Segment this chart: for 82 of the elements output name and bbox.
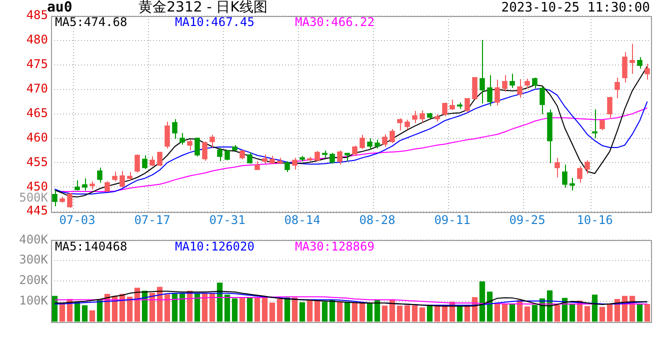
y-tick-label: 480 xyxy=(26,32,48,47)
x-tick-label: 09-25 xyxy=(509,212,546,227)
x-tick-label: 07-03 xyxy=(59,212,96,227)
bar xyxy=(502,304,508,322)
bar xyxy=(644,304,650,322)
text: 2023-10-25 11:30:00 xyxy=(501,0,650,16)
bar xyxy=(194,293,200,322)
bar xyxy=(494,304,500,322)
bar xyxy=(396,306,403,322)
bar xyxy=(419,307,426,322)
bar xyxy=(314,300,320,322)
bar xyxy=(232,298,238,322)
x-tick-label: 07-17 xyxy=(134,212,170,227)
y-tick-label: 300K xyxy=(19,252,49,267)
bar xyxy=(456,306,463,322)
bar xyxy=(209,293,216,322)
y-tick-label: 455 xyxy=(26,154,48,169)
bar xyxy=(352,303,358,322)
bar xyxy=(426,304,433,322)
y-tick-label: 465 xyxy=(26,106,48,120)
bar xyxy=(299,302,306,322)
bar xyxy=(509,304,516,322)
y-tick-label: 100K xyxy=(19,294,49,308)
bar xyxy=(52,296,58,322)
y-tick-label: 200K xyxy=(19,273,49,288)
bar xyxy=(382,306,388,322)
bar xyxy=(592,294,598,322)
bar xyxy=(82,305,88,322)
bar xyxy=(359,302,366,322)
x-tick-label: 10-16 xyxy=(576,212,613,227)
bar xyxy=(239,297,246,322)
bar xyxy=(344,302,350,322)
bar xyxy=(172,293,178,322)
bar xyxy=(216,282,223,322)
text: 500K xyxy=(19,190,49,205)
bar xyxy=(599,306,606,322)
y-tick-label: 400K xyxy=(19,232,49,246)
text: MA5:140468 xyxy=(55,239,128,254)
bar xyxy=(164,294,170,322)
bar xyxy=(336,302,343,322)
x-tick-label: 07-31 xyxy=(209,212,246,227)
bar xyxy=(306,300,313,322)
bar xyxy=(584,306,590,322)
y-tick-label: 445 xyxy=(26,204,48,218)
bar xyxy=(606,304,613,322)
y-tick-label: 470 xyxy=(26,81,48,96)
text: MA30:128869 xyxy=(295,239,374,254)
bar xyxy=(322,302,328,322)
bar xyxy=(569,304,576,322)
y-tick-label: 475 xyxy=(26,57,48,72)
bar xyxy=(554,304,560,322)
bar xyxy=(284,298,290,322)
bar xyxy=(246,297,253,322)
bar xyxy=(254,298,260,322)
bar xyxy=(126,296,133,322)
bar xyxy=(366,303,373,322)
text: MA10:126020 xyxy=(175,239,254,254)
bar xyxy=(269,302,276,322)
bar xyxy=(636,304,643,322)
x-tick-label: 09-11 xyxy=(434,212,470,227)
text: MA5:474.68 xyxy=(55,15,128,30)
text: MA10:467.45 xyxy=(175,15,254,30)
bar xyxy=(404,305,410,322)
bar xyxy=(524,306,530,322)
bar xyxy=(412,305,418,322)
bar xyxy=(224,294,230,322)
x-tick-label: 08-28 xyxy=(359,212,396,227)
y-tick-label: 485 xyxy=(26,8,48,22)
bar xyxy=(89,310,96,322)
bar xyxy=(202,293,208,322)
bar xyxy=(532,304,538,322)
bar xyxy=(292,298,298,322)
chart-title: 黄金2312 - 日K线图 xyxy=(138,0,268,16)
x-tick-label: 08-14 xyxy=(284,212,320,227)
text: MA30:466.22 xyxy=(295,15,374,30)
bar xyxy=(179,293,186,322)
bar xyxy=(479,281,486,322)
bar xyxy=(276,298,283,322)
text: au0 xyxy=(47,0,72,16)
bar xyxy=(262,298,268,322)
y-tick-label: 450 xyxy=(26,179,48,194)
y-tick-label: 460 xyxy=(26,130,48,144)
